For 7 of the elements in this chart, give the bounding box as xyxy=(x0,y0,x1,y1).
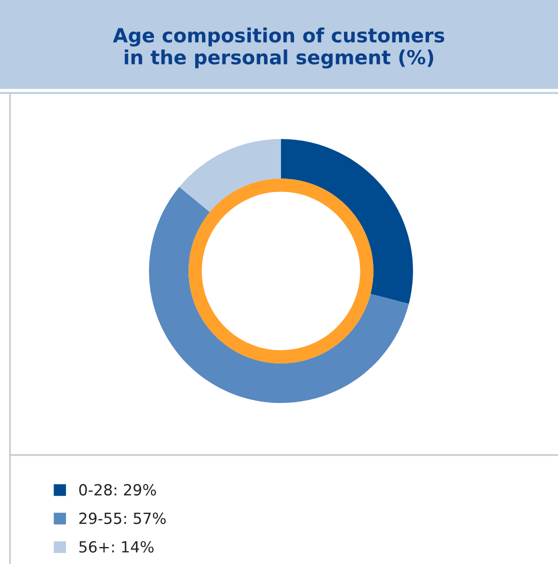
legend-label: 56+: 14% xyxy=(79,541,154,553)
legend-label: 0-28: 29% xyxy=(79,484,156,496)
donut-slice xyxy=(179,139,281,212)
legend-label: 29-55: 57% xyxy=(79,512,166,524)
donut-slice xyxy=(149,186,409,403)
donut-slice xyxy=(281,139,413,304)
chart-title: Age composition of customers in the personal segment (%) xyxy=(112,28,444,68)
